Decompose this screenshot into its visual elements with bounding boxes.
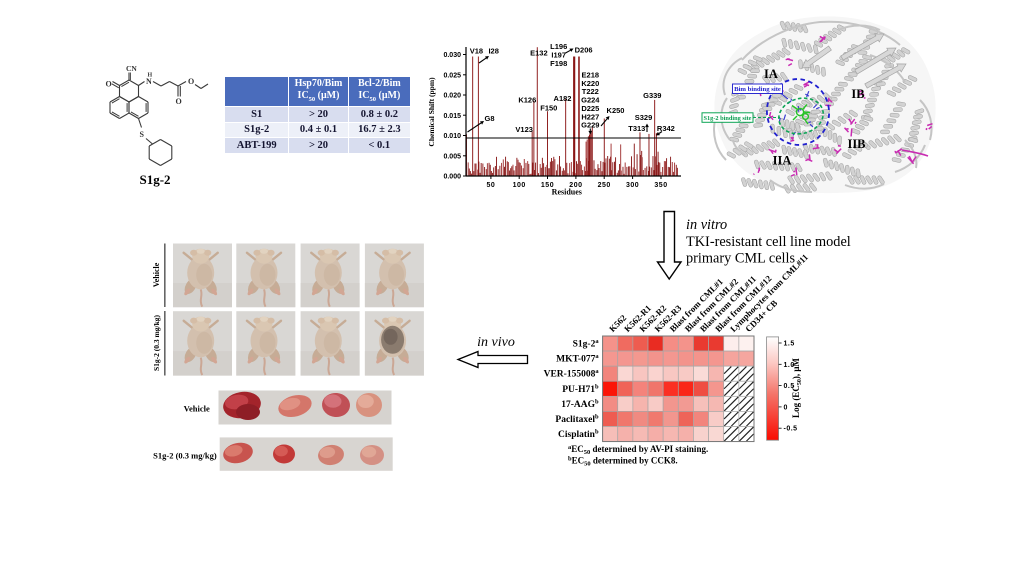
- svg-text:S1g-2: S1g-2: [139, 172, 170, 187]
- svg-text:Cisplatinb: Cisplatinb: [558, 429, 599, 441]
- svg-text:G8: G8: [484, 114, 494, 123]
- svg-text:PU-H71b: PU-H71b: [562, 383, 599, 395]
- svg-text:S: S: [140, 130, 145, 139]
- svg-text:Vehicle: Vehicle: [184, 404, 210, 414]
- svg-text:D225: D225: [581, 104, 599, 113]
- svg-text:Vehicle: Vehicle: [152, 262, 161, 287]
- svg-text:I197: I197: [551, 50, 566, 59]
- svg-text:350: 350: [654, 182, 667, 189]
- svg-text:K220: K220: [581, 79, 599, 88]
- svg-text:Residues: Residues: [552, 188, 582, 197]
- svg-text:0.000: 0.000: [443, 174, 461, 181]
- svg-text:I28: I28: [488, 47, 498, 56]
- svg-text:IA: IA: [764, 67, 778, 81]
- svg-text:bEC50 determined by CCK8.: bEC50 determined by CCK8.: [568, 456, 678, 468]
- svg-text:TKI-resistant cell line model: TKI-resistant cell line model: [686, 234, 851, 250]
- svg-text:0.025: 0.025: [443, 72, 461, 79]
- svg-text:S1g-2a: S1g-2a: [573, 338, 600, 350]
- svg-text:17-AAGb: 17-AAGb: [561, 398, 599, 410]
- svg-text:S1g-2 binding site: S1g-2 binding site: [704, 115, 752, 122]
- svg-text:0.030: 0.030: [443, 52, 461, 59]
- svg-text:50: 50: [487, 182, 496, 189]
- svg-text:250: 250: [598, 182, 611, 189]
- svg-text:in vivo: in vivo: [477, 335, 515, 350]
- svg-text:in vitro: in vitro: [686, 217, 727, 233]
- svg-text:S1g-2 (0.3 mg/kg): S1g-2 (0.3 mg/kg): [152, 314, 161, 371]
- svg-text:G224: G224: [581, 96, 600, 105]
- svg-text:VER-155008a: VER-155008a: [544, 368, 600, 380]
- svg-text:300: 300: [626, 182, 639, 189]
- svg-text:1.5: 1.5: [784, 341, 795, 348]
- svg-text:MKT-077a: MKT-077a: [556, 353, 599, 365]
- svg-text:IIA: IIA: [773, 154, 792, 168]
- svg-text:150: 150: [541, 182, 554, 189]
- svg-text:O: O: [106, 80, 112, 89]
- svg-text:O: O: [188, 77, 194, 86]
- svg-text:1.0: 1.0: [784, 362, 795, 369]
- svg-text:S329: S329: [635, 113, 653, 122]
- svg-text:G339: G339: [643, 91, 661, 100]
- svg-text:T222: T222: [582, 87, 599, 96]
- svg-text:V18: V18: [470, 47, 483, 56]
- svg-text:R342: R342: [657, 124, 675, 133]
- svg-text:K126: K126: [518, 96, 536, 105]
- svg-text:K250: K250: [607, 106, 625, 115]
- svg-text:H227: H227: [581, 112, 599, 121]
- svg-text:0.020: 0.020: [443, 93, 461, 100]
- svg-text:A182: A182: [554, 94, 572, 103]
- svg-text:-0.5: -0.5: [784, 426, 798, 433]
- svg-text:100: 100: [513, 182, 526, 189]
- svg-text:T313: T313: [628, 124, 645, 133]
- svg-text:N: N: [146, 77, 152, 86]
- svg-text:V123: V123: [515, 125, 533, 134]
- svg-text:S1g-2 (0.3 mg/kg): S1g-2 (0.3 mg/kg): [153, 451, 217, 461]
- svg-text:O: O: [176, 97, 182, 106]
- svg-text:IIB: IIB: [847, 137, 865, 151]
- svg-text:aEC50 determined by AV-PI stai: aEC50 determined by AV-PI staining.: [568, 444, 708, 456]
- svg-text:E132: E132: [530, 49, 548, 58]
- svg-text:Bim binding site: Bim binding site: [734, 86, 781, 93]
- svg-text:Log (EC50), μM: Log (EC50), μM: [791, 358, 803, 418]
- svg-text:0.010: 0.010: [443, 133, 461, 140]
- svg-text:0.005: 0.005: [443, 153, 461, 160]
- svg-text:200: 200: [569, 182, 582, 189]
- svg-text:D206: D206: [575, 46, 593, 55]
- svg-text:0.015: 0.015: [443, 113, 461, 120]
- svg-text:Chemical Shift (ppm): Chemical Shift (ppm): [427, 77, 436, 147]
- svg-text:Paclitaxelb: Paclitaxelb: [555, 413, 599, 425]
- svg-text:E218: E218: [582, 71, 600, 80]
- svg-text:CN: CN: [126, 64, 137, 73]
- svg-text:primary CML cells: primary CML cells: [686, 251, 795, 267]
- svg-text:0: 0: [784, 404, 788, 411]
- svg-text:G229: G229: [581, 121, 599, 130]
- svg-text:0.5: 0.5: [784, 383, 795, 390]
- svg-text:F198: F198: [550, 59, 567, 68]
- svg-text:H: H: [148, 73, 153, 79]
- svg-text:L196: L196: [550, 42, 567, 51]
- svg-text:F150: F150: [540, 104, 557, 113]
- svg-text:IB: IB: [851, 87, 864, 101]
